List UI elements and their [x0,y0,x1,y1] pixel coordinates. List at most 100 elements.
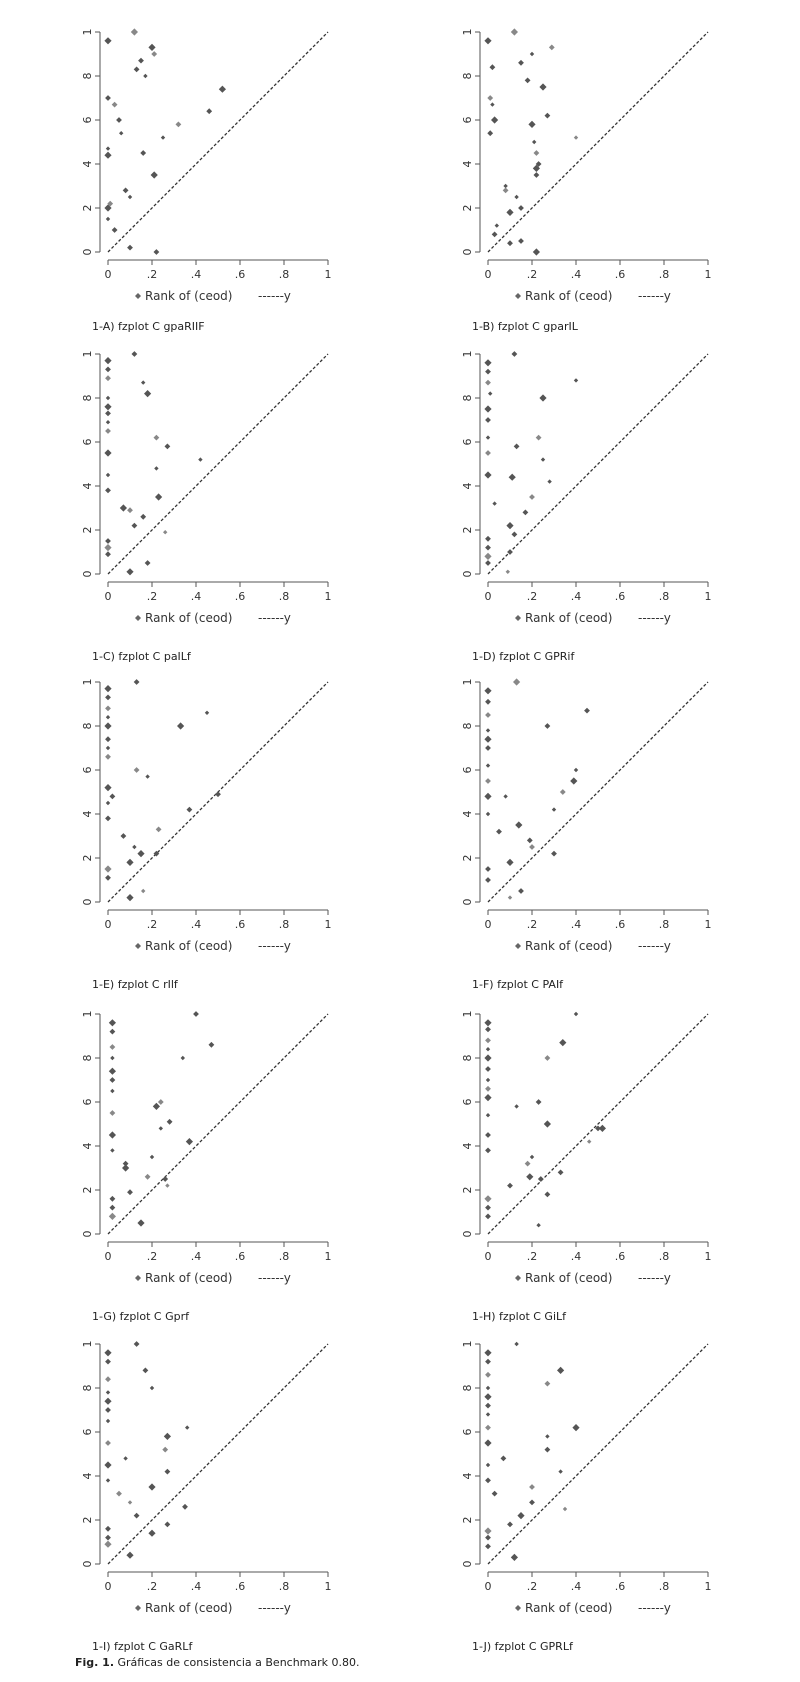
legend-marker [135,943,141,949]
y-tick-label: 8 [81,723,94,730]
data-point [198,457,203,462]
data-point [539,83,547,91]
data-point [529,494,535,500]
data-point [154,466,159,471]
data-point [104,449,112,457]
data-point [218,85,226,93]
data-point [491,231,498,238]
legend-line-label: ------y [258,611,291,625]
data-point [105,874,111,881]
data-point [485,1424,491,1431]
y-tick-label: 2 [461,205,474,212]
y-tick-label: 8 [81,1385,94,1392]
x-tick-label: 1 [325,1580,332,1593]
data-point [177,722,185,730]
legend-marker [515,1605,521,1611]
data-point [535,1099,542,1105]
y-tick-label: 0 [461,1231,474,1238]
y-tick-label: 4 [461,1143,474,1150]
y-tick-label: 8 [81,395,94,402]
data-point [152,1102,160,1110]
y-tick-label: 2 [461,1187,474,1194]
data-point [116,117,122,123]
x-tick-label: 0 [105,1580,112,1593]
x-tick-label: .8 [279,1250,290,1263]
data-point [141,380,146,385]
data-point [105,694,111,701]
data-point [137,850,145,858]
x-tick-label: 1 [325,1250,332,1263]
data-point [127,1500,133,1505]
scatter-plot-f: 0 .2 .4 .6 .8 1 0 2 4 6 8 1 Rank of (ceod) ------y [461,678,712,953]
x-tick-label: .6 [615,1580,626,1593]
data-point [153,434,160,441]
data-point [131,522,138,529]
data-point [557,1366,565,1374]
data-point [104,1397,112,1405]
data-point [598,1124,606,1132]
data-point [108,1019,116,1027]
y-tick-label: 0 [461,1561,474,1568]
y-tick-label: 4 [81,811,94,818]
data-point [110,1148,115,1153]
data-point [141,888,146,894]
data-point [485,368,491,375]
data-point [485,1132,491,1138]
y-tick-label: 4 [461,161,474,168]
data-point [562,1506,568,1512]
data-point [485,1037,491,1044]
y-tick-label: 1 [461,351,474,358]
data-point [485,435,491,440]
y-tick-label: 8 [461,73,474,80]
legend-points-label: Rank of (ceod) [145,1601,232,1615]
x-tick-label: .4 [191,918,202,931]
chart-panel-d: 0 .2 .4 .6 .8 1 0 2 4 6 8 1 Rank of (ceod) ------y [458,340,788,660]
data-point [559,789,566,795]
data-point [511,351,518,357]
x-tick-label: 0 [105,1250,112,1263]
legend-line-label: ------y [638,939,671,953]
data-point [126,894,134,902]
y-tick-label: 1 [461,1341,474,1348]
x-tick-label: 1 [705,1250,712,1263]
data-point [503,183,508,189]
data-point [485,1543,491,1550]
panel-caption-j: 1-J) fzplot C GPRLf [472,1640,573,1653]
chart-panel-c: 0 .2 .4 .6 .8 1 0 2 4 6 8 1 Rank of (ceod) ------y [78,340,408,660]
chart-panel-b: 0 .2 .4 .6 .8 1 0 2 4 6 8 1 Rank of (ceod) ------y [458,18,788,338]
data-point [105,736,111,743]
y-tick-label: 0 [461,899,474,906]
data-point [570,777,578,785]
x-tick-label: .4 [571,1250,582,1263]
data-point [507,549,513,555]
data-point [155,826,162,833]
data-point [155,493,163,501]
data-point [122,187,129,194]
data-point [104,357,112,365]
data-point [105,1390,111,1395]
data-point [485,1412,491,1417]
y-tick-label: 1 [461,29,474,36]
y-tick-label: 0 [81,1231,94,1238]
panel-caption-e: 1-E) fzplot C rIlf [92,978,178,991]
data-point [104,151,112,159]
data-point [485,1477,491,1484]
x-tick-label: .6 [615,918,626,931]
data-point [485,560,491,566]
data-point [558,1469,563,1474]
data-point [529,1484,535,1490]
data-point [144,1173,151,1180]
data-point [506,858,514,866]
data-point [105,395,111,401]
data-point [505,569,510,574]
data-point [166,1118,173,1125]
y-tick-label: 2 [461,527,474,534]
data-point [143,73,148,79]
legend-points-label: Rank of (ceod) [145,611,232,625]
data-point [484,1019,492,1027]
data-point [105,1478,111,1483]
legend-line-label: ------y [638,1271,671,1285]
data-point [532,248,540,256]
data-point [131,351,138,357]
data-point [127,507,133,514]
